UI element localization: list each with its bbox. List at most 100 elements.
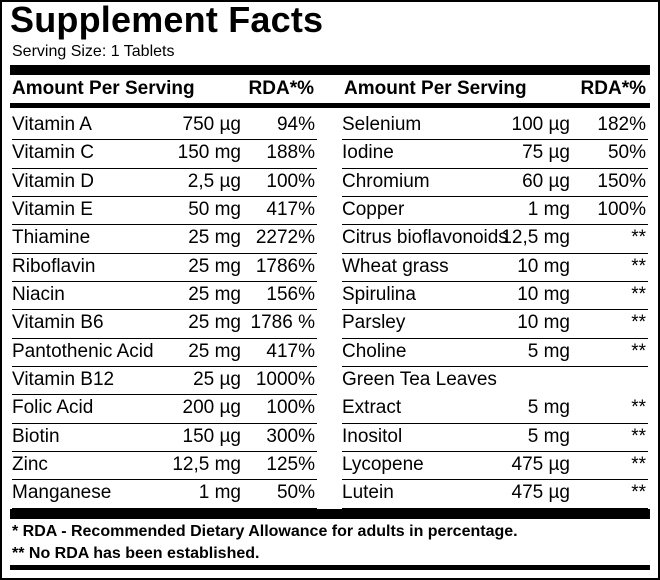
nutrient-row: Vitamin E 50 mg 417%: [12, 197, 317, 226]
right-column-header: Amount Per Serving RDA*%: [344, 78, 646, 100]
nutrient-row: Wheat grass 10 mg **: [342, 254, 648, 283]
nutrient-name: Parsley: [342, 312, 406, 334]
nutrient-name: Spirulina: [342, 284, 416, 306]
nutrient-name: Folic Acid: [12, 397, 94, 419]
nutrient-rda: 125%: [266, 454, 315, 476]
nutrient-amount: 25 mg: [188, 312, 241, 334]
nutrient-rda: 156%: [266, 284, 315, 306]
nutrient-row: Thiamine 25 mg 2272%: [12, 225, 317, 254]
nutrient-rda: 150%: [597, 170, 646, 192]
nutrient-amount: 150 mg: [177, 142, 241, 164]
nutrient-amount: 2,5 µg: [187, 170, 241, 192]
left-rda-header: RDA*%: [248, 78, 314, 99]
nutrient-row: Biotin 150 µg 300%: [12, 424, 317, 453]
nutrient-amount: 1 mg: [527, 199, 570, 221]
nutrient-name: Vitamin B6: [12, 312, 104, 334]
nutrient-amount: 750 µg: [182, 114, 242, 135]
nutrient-row: Vitamin D 2,5 µg 100%: [12, 169, 317, 198]
nutrient-row: Chromium 60 µg 150%: [342, 169, 648, 198]
nutrient-amount: 10 mg: [517, 312, 570, 334]
nutrient-rda: **: [631, 340, 646, 362]
nutrient-rda: 100%: [597, 199, 646, 221]
nutrient-row: Choline 5 mg **: [342, 339, 648, 368]
left-nutrient-list: Vitamin A 750 µg 94% Vitamin C 150 mg 188% Vit…: [12, 112, 317, 509]
right-rda-header: RDA*%: [580, 78, 646, 99]
nutrient-rda: **: [631, 255, 646, 277]
nutrient-rda: 182%: [597, 114, 646, 135]
nutrient-amount: 25 mg: [188, 255, 241, 277]
nutrient-name: Vitamin A: [12, 114, 92, 135]
right-nutrient-list: Selenium 100 µg 182% Iodine 75 µg 50% Chromium…: [342, 112, 648, 509]
nutrient-rda: 417%: [266, 340, 315, 362]
nutrient-amount: 1 mg: [198, 482, 241, 504]
header-divider: [10, 103, 650, 108]
nutrient-name: Chromium: [342, 170, 430, 192]
nutrient-rda: 1786 %: [250, 312, 315, 334]
nutrient-name: Vitamin E: [12, 199, 93, 221]
nutrient-name: Vitamin B12: [12, 369, 115, 391]
nutrient-row: Riboflavin 25 mg 1786%: [12, 254, 317, 283]
nutrient-row: Vitamin C 150 mg 188%: [12, 140, 317, 169]
nutrient-rda: **: [631, 454, 646, 476]
nutrient-row: Folic Acid 200 µg 100%: [12, 395, 317, 424]
nutrient-rda: 188%: [266, 142, 315, 164]
nutrient-rda: 1786%: [255, 255, 315, 277]
footnote-no-rda: ** No RDA has been established.: [12, 545, 260, 562]
nutrient-name: Vitamin D: [12, 170, 95, 192]
nutrient-amount: 50 mg: [188, 199, 241, 221]
nutrient-row: Lutein 475 µg **: [342, 480, 648, 509]
nutrient-amount: 475 µg: [511, 482, 571, 504]
nutrient-name: Green Tea Leaves: [342, 369, 497, 391]
nutrient-row: Parsley 10 mg **: [342, 310, 648, 339]
footnote-rda: * RDA - Recommended Dietary Allowance fo…: [12, 523, 518, 540]
nutrient-amount: 200 µg: [182, 397, 242, 419]
nutrient-rda: **: [631, 284, 646, 306]
nutrient-rda: **: [631, 312, 646, 334]
nutrient-name: Thiamine: [12, 227, 91, 249]
nutrient-name: Manganese: [12, 482, 112, 504]
nutrient-row: Niacin 25 mg 156%: [12, 282, 317, 311]
nutrient-rda: **: [631, 425, 646, 447]
nutrient-rda: 300%: [266, 425, 315, 447]
nutrient-name: Extract: [342, 397, 402, 419]
nutrient-amount: 475 µg: [511, 454, 571, 476]
nutrient-row: Copper 1 mg 100%: [342, 197, 648, 226]
nutrient-rda: 2272%: [255, 227, 315, 249]
nutrient-name: Lycopene: [342, 454, 424, 476]
nutrient-amount: 25 mg: [188, 284, 241, 306]
nutrient-amount: 25 mg: [188, 340, 241, 362]
nutrient-rda: 417%: [266, 199, 315, 221]
nutrient-name: Wheat grass: [342, 255, 449, 277]
nutrient-row: Inositol 5 mg **: [342, 424, 648, 453]
label-title: Supplement Facts: [10, 0, 324, 40]
nutrient-amount: 75 µg: [522, 142, 570, 164]
nutrient-name: Zinc: [12, 454, 48, 476]
nutrient-name: Biotin: [12, 425, 60, 447]
nutrient-amount: 5 mg: [527, 340, 570, 362]
nutrient-name: Vitamin C: [12, 142, 95, 164]
nutrient-amount: 100 µg: [511, 114, 571, 135]
nutrient-name: Riboflavin: [12, 255, 96, 277]
nutrient-row: Vitamin B12 25 µg 1000%: [12, 367, 317, 396]
nutrient-amount: 10 mg: [517, 284, 570, 306]
footer-divider: [10, 565, 650, 570]
nutrient-amount: 25 mg: [188, 227, 241, 249]
nutrient-row: Pantothenic Acid 25 mg 417%: [12, 339, 317, 368]
nutrient-amount: 5 mg: [527, 397, 570, 419]
nutrient-row: Extract 5 mg **: [342, 395, 648, 424]
nutrient-rda: **: [631, 482, 646, 504]
nutrient-rda: 100%: [266, 397, 315, 419]
nutrient-row: Vitamin A 750 µg 94%: [12, 112, 317, 141]
nutrient-name: Citrus bioflavonoids: [342, 227, 508, 249]
nutrient-name: Pantothenic Acid: [12, 340, 154, 362]
nutrient-rda: 50%: [607, 142, 646, 164]
nutrient-row: Lycopene 475 µg **: [342, 452, 648, 481]
nutrient-row: Iodine 75 µg 50%: [342, 140, 648, 169]
nutrient-name: Choline: [342, 340, 407, 362]
nutrient-rda: 1000%: [255, 369, 315, 391]
nutrient-amount: 12,5 mg: [172, 454, 241, 476]
nutrient-name: Iodine: [342, 142, 394, 164]
nutrient-rda: **: [631, 397, 646, 419]
nutrient-row: Selenium 100 µg 182%: [342, 112, 648, 141]
